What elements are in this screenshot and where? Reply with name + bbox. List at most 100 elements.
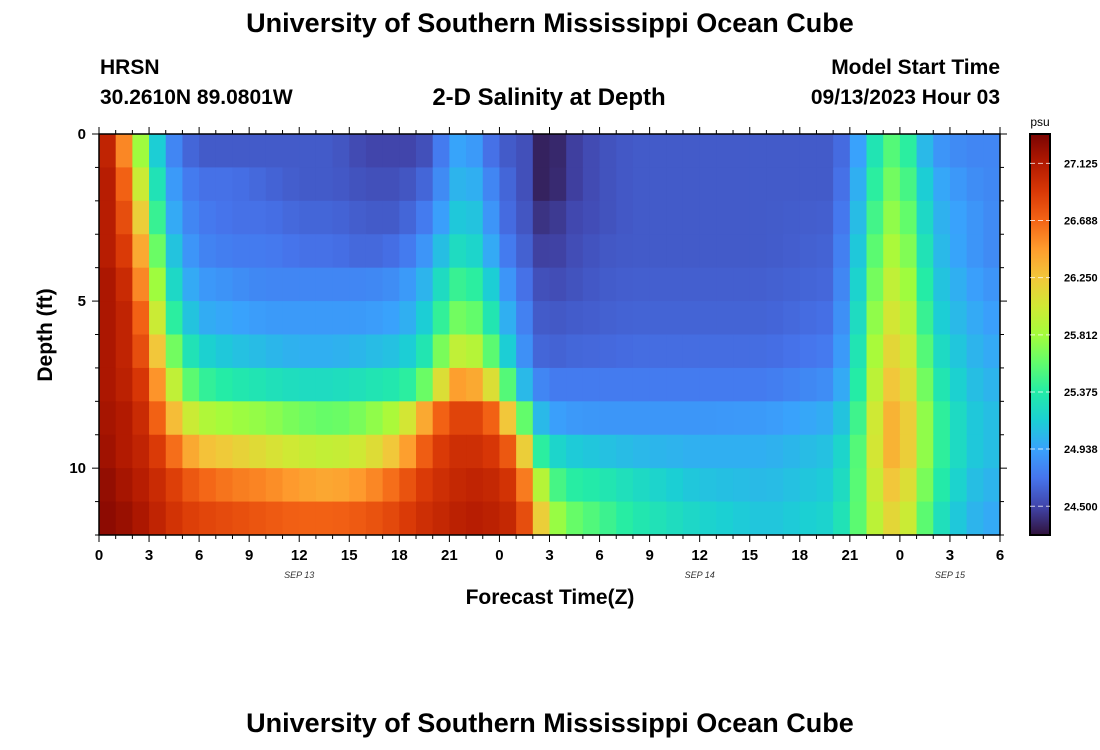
heatmap-cell <box>616 301 634 336</box>
heatmap-cell <box>933 134 951 169</box>
heatmap-cell <box>165 267 184 302</box>
heatmap-cell <box>799 167 818 202</box>
heatmap-cell <box>449 200 467 235</box>
heatmap-cell <box>566 200 584 235</box>
heatmap-cell <box>582 301 601 336</box>
heatmap-cell <box>416 167 434 202</box>
heatmap-cell <box>449 434 467 469</box>
heatmap-cell <box>332 267 350 302</box>
heatmap-cell <box>949 301 968 336</box>
heatmap-cell <box>449 367 467 402</box>
heatmap-cell <box>115 301 133 336</box>
heatmap-cell <box>916 334 934 369</box>
heatmap-cell <box>315 301 334 336</box>
heatmap-cell <box>883 200 901 235</box>
heatmap-cell <box>766 234 784 269</box>
heatmap-cell <box>182 234 200 269</box>
heatmap-cell <box>399 434 417 469</box>
heatmap-cell <box>432 367 450 402</box>
heatmap-cell <box>666 200 684 235</box>
heatmap-cell <box>716 501 734 535</box>
heatmap-cell <box>949 267 968 302</box>
heatmap-cell <box>249 501 267 535</box>
heatmap-cell <box>766 267 784 302</box>
heatmap-cell <box>165 501 184 535</box>
heatmap-cell <box>282 200 300 235</box>
heatmap-cell <box>599 401 617 436</box>
heatmap-cell <box>699 301 717 336</box>
heatmap-cell <box>199 234 217 269</box>
heatmap-cell <box>649 334 667 369</box>
heatmap-cell <box>916 267 934 302</box>
heatmap-cell <box>682 434 701 469</box>
heatmap-cell <box>849 367 868 402</box>
heatmap-cell <box>582 200 601 235</box>
heatmap-cell <box>916 401 934 436</box>
heatmap-cell <box>315 434 334 469</box>
heatmap-cell <box>549 401 567 436</box>
heatmap-cell <box>199 334 217 369</box>
heatmap-cell <box>899 301 918 336</box>
heatmap-cell <box>899 401 918 436</box>
heatmap-cell <box>849 200 868 235</box>
heatmap-cell <box>966 367 984 402</box>
heatmap-cell <box>899 367 918 402</box>
heatmap-cell <box>315 401 334 436</box>
heatmap-cell <box>666 501 684 535</box>
heatmap-cell <box>682 200 701 235</box>
heatmap-cell <box>99 234 117 269</box>
heatmap-cell <box>966 200 984 235</box>
heatmap-cell <box>599 167 617 202</box>
heatmap-cell <box>382 267 400 302</box>
heatmap-cell <box>399 134 417 169</box>
heatmap-cell <box>966 301 984 336</box>
heatmap-cell <box>849 134 868 169</box>
heatmap-cell <box>265 501 284 535</box>
heatmap-cell <box>899 167 918 202</box>
heatmap-cell <box>115 401 133 436</box>
heatmap-cell <box>215 501 234 535</box>
heatmap-cell <box>132 267 150 302</box>
heatmap-cell <box>883 167 901 202</box>
heatmap-cell <box>599 200 617 235</box>
heatmap-cell <box>132 234 150 269</box>
heatmap-cell <box>849 267 868 302</box>
heatmap-cell <box>783 234 801 269</box>
heatmap-cell <box>399 200 417 235</box>
heatmap-cell <box>916 134 934 169</box>
x-tick-label: 6 <box>195 547 203 564</box>
heatmap-cell <box>849 301 868 336</box>
heatmap-cell <box>482 134 501 169</box>
heatmap-cell <box>449 401 467 436</box>
heatmap-cell <box>132 501 150 535</box>
heatmap-cell <box>382 434 400 469</box>
heatmap-cell <box>566 468 584 503</box>
heatmap-cell <box>165 134 184 169</box>
heatmap-cell <box>449 334 467 369</box>
heatmap-cell <box>966 434 984 469</box>
heatmap-cell <box>749 234 768 269</box>
heatmap-cell <box>499 167 517 202</box>
heatmap-cell <box>432 301 450 336</box>
heatmap-cell <box>299 334 317 369</box>
heatmap-cell <box>566 401 584 436</box>
heatmap-cell <box>783 200 801 235</box>
heatmap-cell <box>382 334 400 369</box>
heatmap-cell <box>499 134 517 169</box>
heatmap-cell <box>949 200 968 235</box>
heatmap-cell <box>866 434 884 469</box>
heatmap-cell <box>499 434 517 469</box>
heatmap-cell <box>933 434 951 469</box>
heatmap-cell <box>532 267 551 302</box>
page-title: University of Southern Mississippi Ocean… <box>246 8 854 38</box>
heatmap-cell <box>682 501 701 535</box>
heatmap-cell <box>716 401 734 436</box>
heatmap-cell <box>682 401 701 436</box>
heatmap-cell <box>883 134 901 169</box>
heatmap-cell <box>466 401 484 436</box>
heatmap-cell <box>749 301 768 336</box>
heatmap-cell <box>149 367 167 402</box>
heatmap-cell <box>265 468 284 503</box>
heatmap-cell <box>682 367 701 402</box>
heatmap-cell <box>432 434 450 469</box>
